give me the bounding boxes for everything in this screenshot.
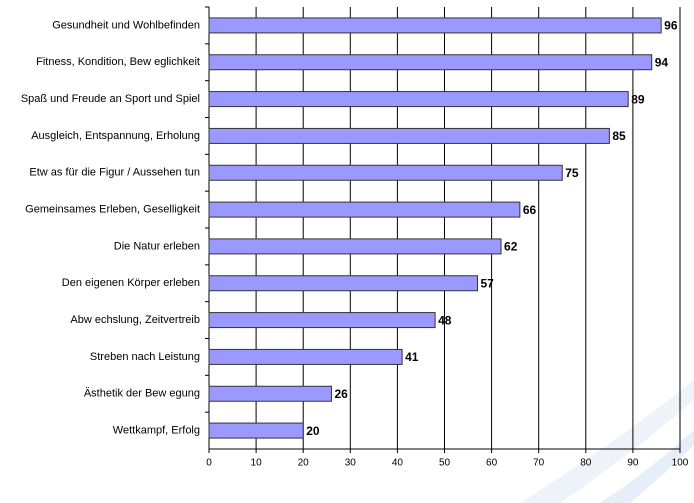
bar	[208, 422, 304, 439]
value-label: 75	[565, 166, 579, 180]
y-tick-label: Spaß und Freude an Sport und Spiel	[21, 93, 200, 105]
x-tick-label: 60	[486, 458, 498, 469]
bar	[208, 91, 629, 108]
value-label: 94	[655, 55, 669, 69]
bar	[208, 312, 436, 329]
x-tick-label: 10	[251, 458, 263, 469]
y-tick-label: Ausgleich, Entspannung, Erholung	[31, 130, 200, 142]
y-tick-label: Streben nach Leistung	[90, 351, 200, 363]
background-swoosh	[520, 380, 694, 503]
value-label: 57	[480, 276, 494, 290]
value-label: 20	[306, 424, 320, 438]
background-swoosh	[600, 430, 694, 503]
y-tick-label: Die Natur erleben	[114, 240, 200, 252]
y-tick-label: Fitness, Kondition, Bew eglichkeit	[36, 56, 200, 68]
x-tick-label: 20	[298, 458, 310, 469]
bar	[208, 201, 521, 218]
bar	[208, 238, 502, 255]
bar	[208, 348, 403, 365]
value-label: 26	[334, 387, 348, 401]
value-label: 89	[631, 92, 645, 106]
y-tick-label: Wettkampf, Erfolg	[113, 424, 200, 436]
x-tick-label: 50	[439, 458, 451, 469]
x-tick-label: 90	[627, 458, 639, 469]
x-tick-label: 40	[392, 458, 404, 469]
y-tick-label: Ästhetik der Bew egung	[84, 388, 200, 400]
x-tick-label: 30	[345, 458, 357, 469]
bar	[208, 385, 332, 402]
y-tick-label: Gemeinsames Erleben, Geselligkeit	[25, 203, 200, 215]
x-tick-label: 0	[206, 458, 212, 469]
bar	[208, 127, 610, 144]
value-label: 48	[438, 313, 452, 327]
y-tick-label: Den eigenen Körper erleben	[62, 277, 200, 289]
bar	[208, 275, 478, 292]
bar	[208, 164, 563, 181]
value-label: 62	[504, 240, 518, 254]
value-label: 96	[664, 19, 678, 33]
x-tick-label: 70	[533, 458, 545, 469]
x-tick-label: 80	[580, 458, 592, 469]
value-label: 66	[523, 203, 537, 217]
y-tick-label: Abw echslung, Zeitvertreib	[70, 314, 200, 326]
x-tick-label: 100	[672, 458, 689, 469]
bar	[208, 17, 662, 34]
y-tick-label: Gesundheit und Wohlbefinden	[52, 19, 200, 31]
value-label: 85	[612, 129, 626, 143]
value-label: 41	[405, 350, 419, 364]
bar	[208, 54, 653, 71]
y-tick-label: Etw as für die Figur / Aussehen tun	[29, 167, 200, 179]
